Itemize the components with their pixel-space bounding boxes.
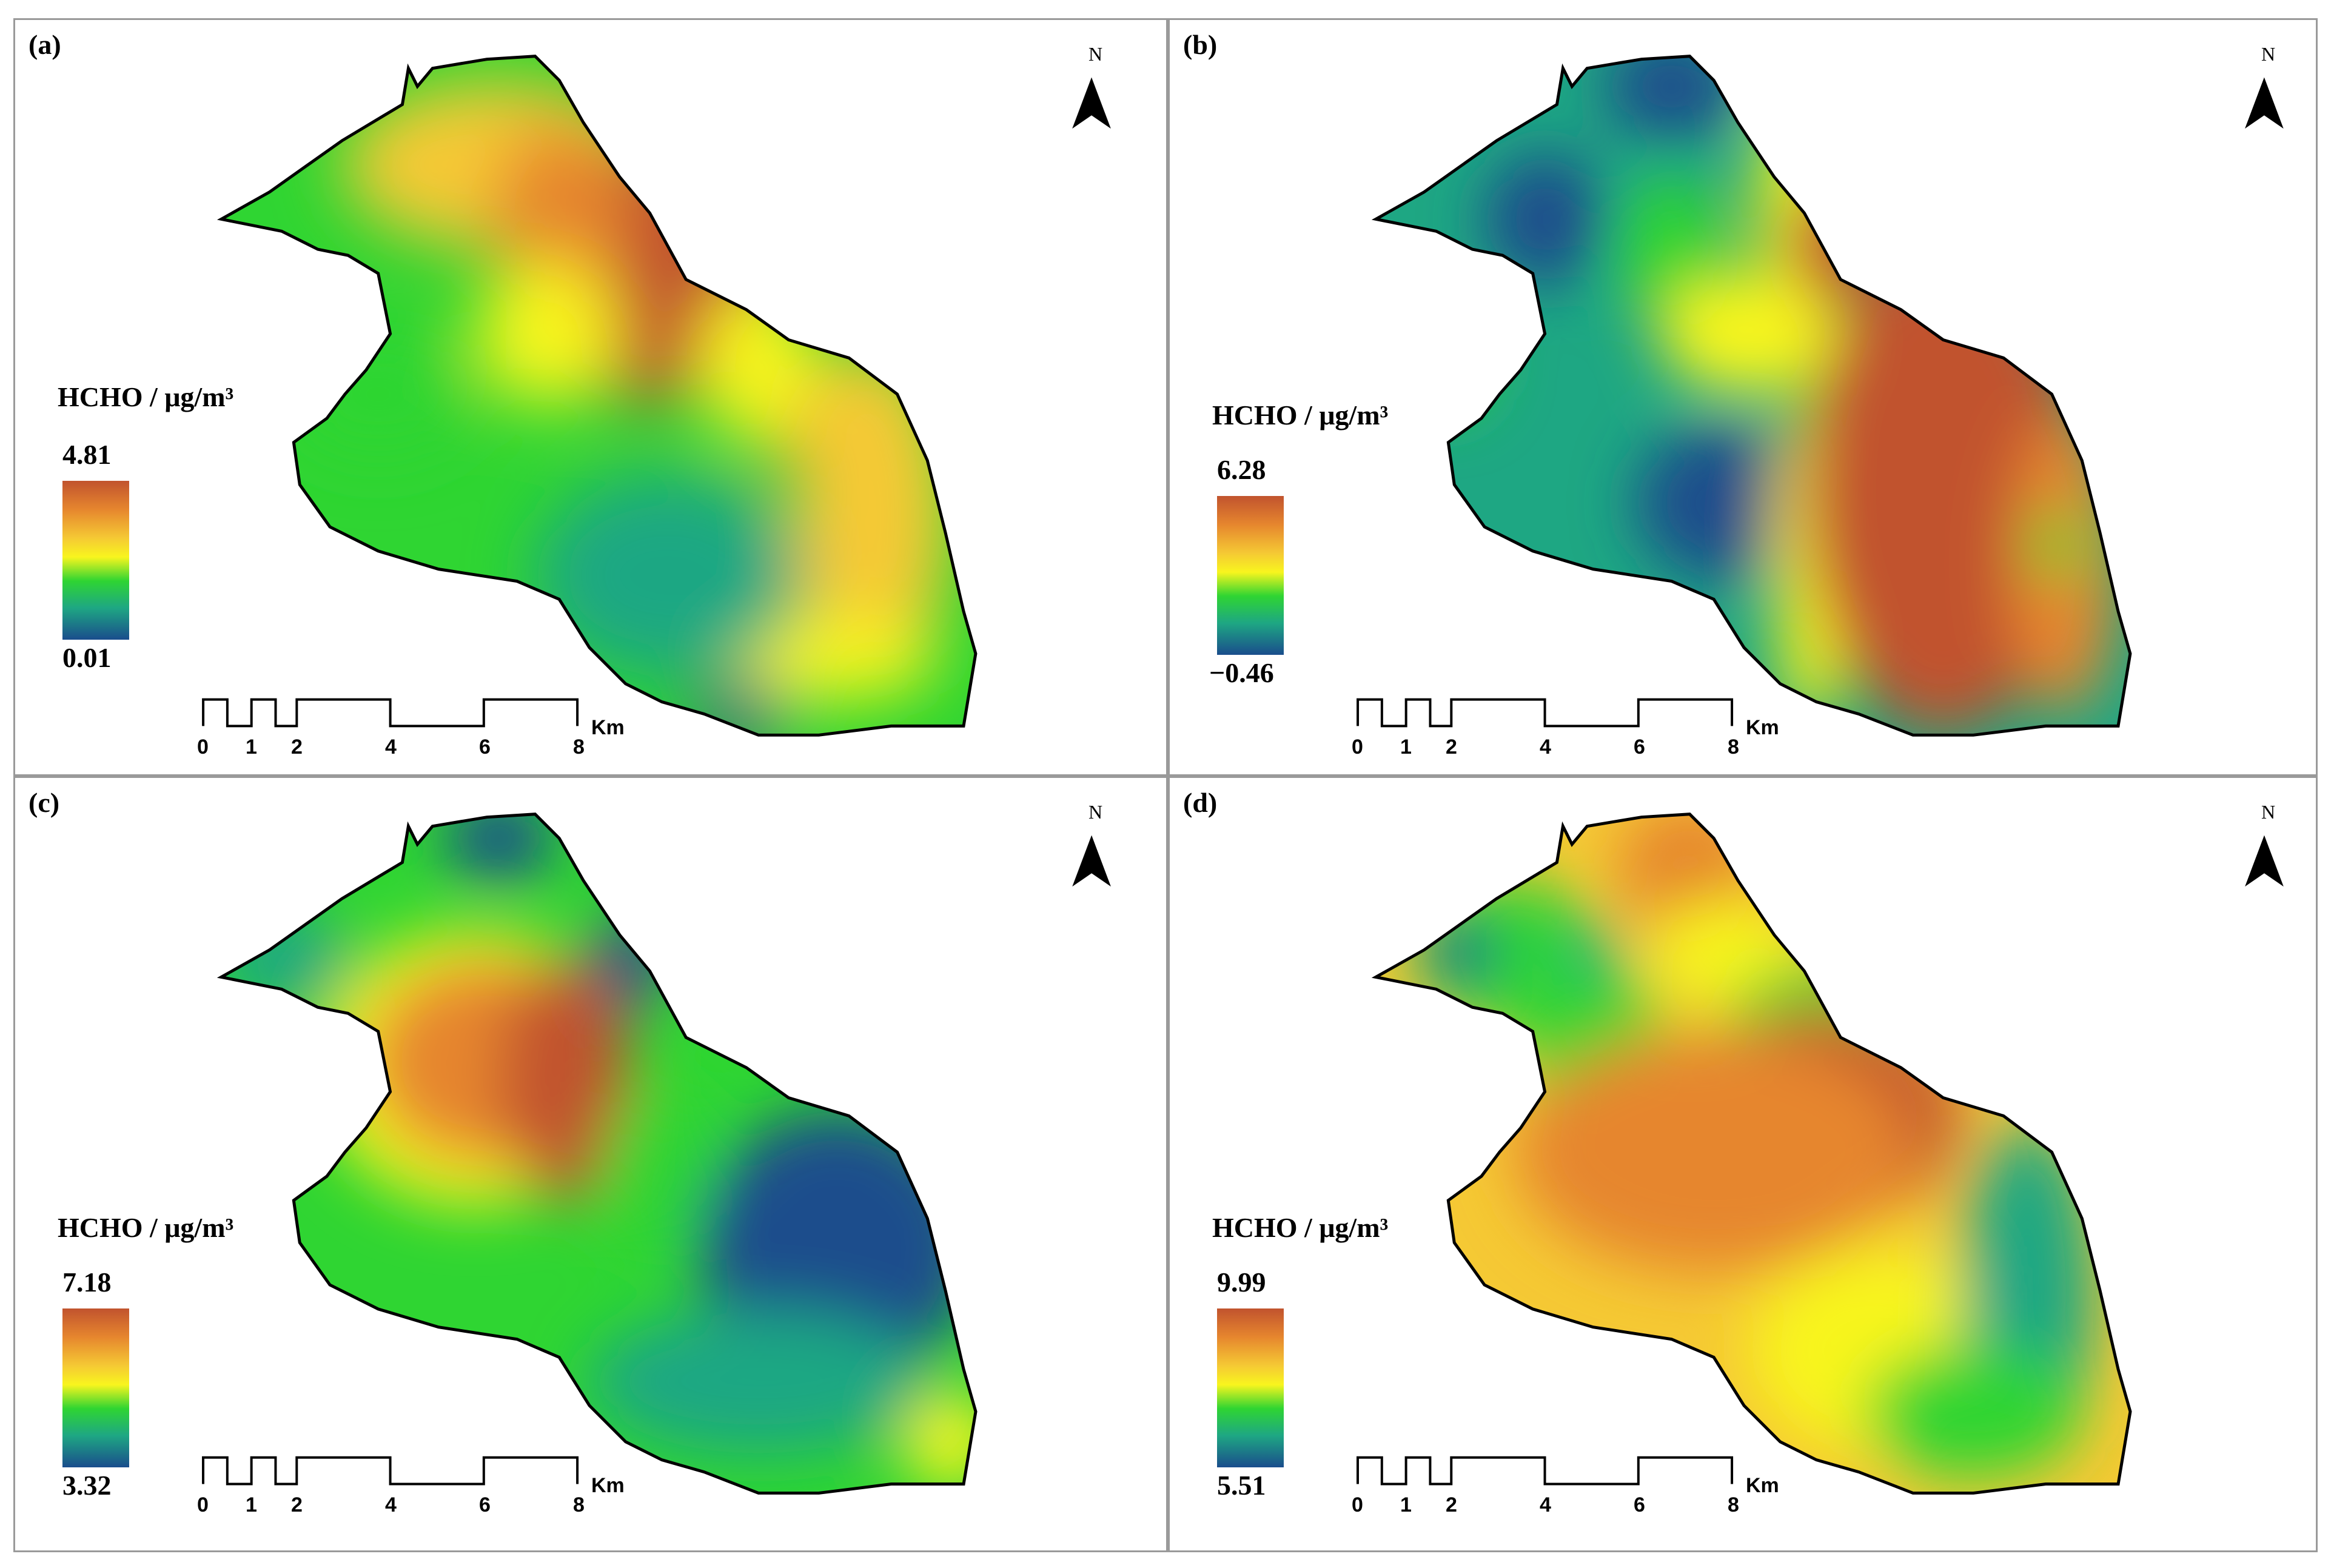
north-label: N: [1088, 801, 1103, 823]
legend-color-bar: [1217, 1308, 1284, 1467]
north-label: N: [2261, 43, 2276, 65]
map-panel-d: (d) N HCHO / μg/m³ 9.99 5.51 0 1 2 4 6 8…: [1168, 776, 2318, 1552]
interpolated-surface-a: [221, 56, 976, 735]
scale-tick: 6: [479, 735, 491, 759]
scale-tick: 2: [291, 735, 303, 759]
scale-bar: [1357, 698, 1734, 728]
scale-unit: Km: [591, 1474, 625, 1497]
legend-min: 5.51: [1217, 1470, 1266, 1501]
hcho-map-c: [202, 812, 1111, 1495]
scale-tick: 8: [573, 1493, 585, 1516]
scale-tick: 2: [1446, 735, 1457, 759]
scale-tick: 0: [1352, 735, 1363, 759]
scale-unit: Km: [1746, 716, 1779, 739]
legend-title: HCHO / μg/m³: [58, 381, 234, 412]
scale-unit: Km: [1746, 1474, 1779, 1497]
scale-tick: 8: [1728, 1493, 1739, 1516]
interpolated-surface-d: [1375, 814, 2130, 1493]
north-arrow-icon: [1072, 835, 1111, 887]
scale-tick: 1: [1400, 1493, 1412, 1516]
legend-color-bar: [1217, 496, 1284, 655]
district-boundary-c: [216, 812, 978, 1495]
scale-tick: 1: [246, 1493, 257, 1516]
panel-label: (a): [29, 29, 61, 60]
scale-tick: 2: [1446, 1493, 1457, 1516]
scale-tick: 6: [1634, 735, 1645, 759]
scale-tick: 4: [385, 1493, 397, 1516]
scale-tick: 4: [385, 735, 397, 759]
panel-label: (c): [29, 787, 60, 818]
hcho-map-d: [1357, 812, 2284, 1495]
panel-label: (d): [1183, 787, 1218, 818]
scale-tick: 8: [573, 735, 585, 759]
scale-tick: 6: [479, 1493, 491, 1516]
legend-max: 9.99: [1217, 1267, 1266, 1298]
legend-max: 7.18: [62, 1267, 112, 1298]
scale-tick: 1: [246, 735, 257, 759]
scale-tick: 0: [197, 1493, 209, 1516]
map-panel-b: (b) N HCHO / μg/m³ 6.28 −0.46 0 1 2 4 6 …: [1168, 18, 2318, 776]
legend-color-bar: [62, 1308, 129, 1467]
legend-max: 6.28: [1217, 454, 1266, 485]
legend-color-bar: [62, 481, 129, 640]
scale-tick: 8: [1728, 735, 1739, 759]
north-arrow-icon: [2245, 835, 2284, 887]
scale-tick: 2: [291, 1493, 303, 1516]
hcho-map-a: [202, 55, 1111, 737]
legend-title: HCHO / μg/m³: [1212, 400, 1389, 431]
scale-tick: 6: [1634, 1493, 1645, 1516]
scale-bar: [1357, 1456, 1734, 1486]
district-boundary-d: [1371, 812, 2132, 1495]
north-label: N: [1088, 43, 1103, 65]
scale-bar: [202, 1456, 579, 1486]
panel-label: (b): [1183, 29, 1218, 60]
scale-bar: [202, 698, 579, 728]
scale-unit: Km: [591, 716, 625, 739]
map-panel-a: (a) N HCHO / μg/m³ 4.81 0.01 0 1 2 4 6 8…: [13, 18, 1168, 776]
scale-tick: 0: [197, 735, 209, 759]
legend-min: 0.01: [62, 642, 112, 673]
scale-tick: 0: [1352, 1493, 1363, 1516]
legend-min: −0.46: [1209, 657, 1274, 688]
hcho-map-b: [1357, 55, 2284, 737]
district-boundary-a: [216, 55, 978, 737]
district-boundary-b: [1371, 55, 2132, 737]
legend-title: HCHO / μg/m³: [1212, 1212, 1389, 1243]
scale-tick: 1: [1400, 735, 1412, 759]
map-panel-c: (c) N HCHO / μg/m³ 7.18 3.32 0 1 2 4 6 8…: [13, 776, 1168, 1552]
scale-tick: 4: [1540, 735, 1551, 759]
legend-max: 4.81: [62, 439, 112, 470]
scale-tick: 4: [1540, 1493, 1551, 1516]
north-arrow-icon: [1072, 77, 1111, 129]
north-arrow-icon: [2245, 77, 2284, 129]
legend-min: 3.32: [62, 1470, 112, 1501]
legend-title: HCHO / μg/m³: [58, 1212, 234, 1243]
north-label: N: [2261, 801, 2276, 823]
